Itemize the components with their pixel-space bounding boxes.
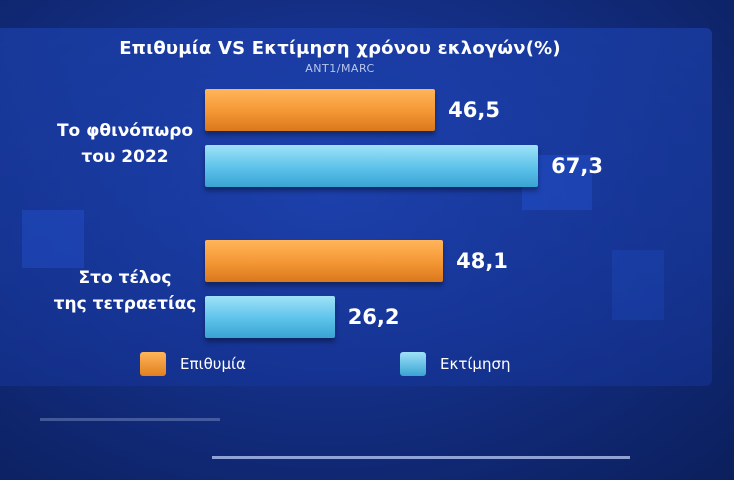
category-label-autumn-2022: Το φθινόπωρο του 2022: [56, 121, 194, 167]
decor-square: [612, 250, 664, 320]
legend-item-desire: Επιθυμία: [140, 352, 246, 376]
value-label-estimate-end-of-term: 26,2: [347, 305, 400, 329]
chart-subtitle: ANT1/MARC: [305, 62, 375, 75]
decor-line: [212, 456, 630, 459]
chart-panel: [0, 28, 712, 386]
decor-line: [40, 418, 220, 421]
bar-estimate-autumn-2022: [205, 145, 539, 187]
legend-label-estimate: Εκτίμηση: [440, 355, 511, 373]
chart-title: Επιθυμία VS Εκτίμηση χρόνου εκλογών(%): [119, 38, 561, 59]
legend-label-desire: Επιθυμία: [180, 355, 246, 373]
legend-swatch-estimate: [400, 352, 426, 376]
bar-desire-autumn-2022: [205, 89, 436, 131]
value-label-desire-autumn-2022: 46,5: [448, 98, 500, 122]
value-label-desire-end-of-term: 48,1: [456, 249, 508, 273]
value-label-estimate-autumn-2022: 67,3: [551, 154, 603, 178]
legend-item-estimate: Εκτίμηση: [400, 352, 511, 376]
category-label-end-of-term: Στο τέλος της τετραετίας: [53, 268, 197, 314]
bar-estimate-end-of-term: [205, 296, 335, 338]
decor-square: [22, 210, 84, 268]
legend-swatch-desire: [140, 352, 166, 376]
bar-desire-end-of-term: [205, 240, 444, 282]
